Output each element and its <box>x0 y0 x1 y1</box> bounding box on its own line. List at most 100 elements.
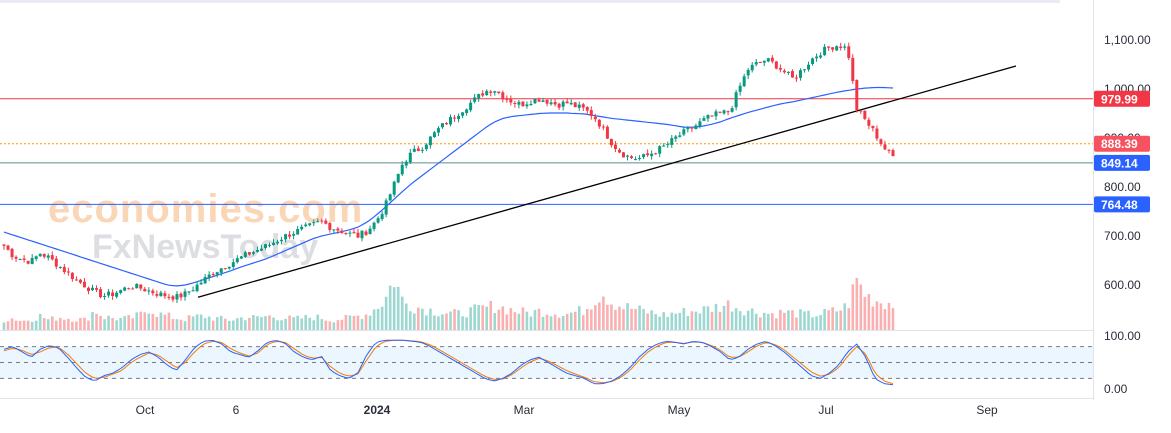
stoch-k-line <box>3 339 894 386</box>
volume-bar <box>256 316 259 330</box>
volume-bar <box>388 285 392 330</box>
candle-body <box>432 132 436 138</box>
volume-bar <box>396 286 400 330</box>
candle-body <box>227 266 231 269</box>
candle-body <box>694 125 698 130</box>
candle-body <box>533 98 537 104</box>
candle-body <box>215 272 219 275</box>
volume-bar <box>231 320 235 330</box>
volume-bar <box>887 302 891 330</box>
volume-bar <box>364 314 368 330</box>
volume-bar <box>541 316 545 330</box>
volume-bar <box>501 306 505 330</box>
volume-bar <box>135 312 139 330</box>
volume-bar <box>746 310 750 330</box>
candle-body <box>871 125 875 129</box>
candle-body <box>674 136 678 139</box>
volume-bar <box>87 320 90 330</box>
candle-body <box>26 260 30 264</box>
candle-body <box>82 281 86 288</box>
volume-bar <box>252 315 255 330</box>
candle-body <box>609 138 613 146</box>
volume-bar <box>95 313 98 330</box>
level-badge-label: 888.39 <box>1101 137 1138 151</box>
volume-bar <box>380 306 384 330</box>
watermark-line-2: FxNewsToday <box>92 228 318 266</box>
volume-bar <box>115 320 118 330</box>
candle-body <box>183 291 187 297</box>
candle-body <box>276 241 280 244</box>
volume-bar <box>348 315 352 330</box>
time-tick-label: Mar <box>514 403 535 417</box>
candle-body <box>99 289 103 298</box>
volume-bar <box>240 317 243 330</box>
candle-body <box>517 101 521 105</box>
volume-bar <box>847 308 851 330</box>
candle-body <box>151 290 155 294</box>
candle-body <box>86 287 90 292</box>
candle-body <box>843 46 847 48</box>
candle-body <box>6 245 10 250</box>
level-badge-label: 764.48 <box>1101 198 1138 212</box>
volume-bar <box>698 313 702 330</box>
trendline-segment[interactable] <box>197 65 1017 298</box>
volume-bar <box>248 317 251 330</box>
candle-body <box>336 228 340 231</box>
volume-bar <box>272 317 275 330</box>
candle-body <box>581 104 585 108</box>
volume-bar <box>602 296 605 330</box>
candle-body <box>557 103 561 108</box>
candle-body <box>750 64 754 71</box>
candle-body <box>601 126 605 128</box>
volume-bar <box>332 322 336 330</box>
volume-bar <box>54 320 58 330</box>
candle-body <box>529 104 533 106</box>
horizontal-levels[interactable] <box>0 98 1093 205</box>
candle-body <box>549 102 553 105</box>
candle-body <box>219 268 223 273</box>
volume-bar <box>674 313 678 330</box>
volume-bar <box>143 312 147 330</box>
candle-body <box>746 69 750 76</box>
volume-bar <box>268 315 271 330</box>
candle-body <box>223 268 227 270</box>
candle-body <box>203 277 207 284</box>
candle-body <box>139 284 143 289</box>
candle-body <box>111 292 115 297</box>
volume-bar <box>276 320 279 330</box>
candle-body <box>875 128 879 139</box>
volume-bar <box>461 316 464 330</box>
volume-bar <box>529 316 533 330</box>
time-axis[interactable]: Oct 6 2024 Mar May Jul Sep <box>136 403 998 417</box>
volume-bar <box>730 311 734 330</box>
volume-bar <box>622 309 625 330</box>
candle-body <box>400 164 404 175</box>
volume-bar <box>762 312 766 330</box>
candle-body <box>316 221 320 223</box>
candle-body <box>376 218 380 223</box>
volume-bar <box>686 315 690 330</box>
time-tick-label: Jul <box>818 403 833 417</box>
candle-body <box>626 155 630 157</box>
candle-body <box>722 110 726 114</box>
candle-body <box>368 228 372 235</box>
volume-bar <box>638 305 641 330</box>
volume-bar <box>513 312 517 330</box>
volume-bar <box>766 313 770 330</box>
volume-bar <box>654 314 657 330</box>
trendline[interactable] <box>197 65 1017 298</box>
candle-body <box>794 77 798 79</box>
volume-bar <box>344 314 348 330</box>
volume-bar <box>131 318 135 330</box>
candle-body <box>513 103 517 105</box>
level-badge-0 <box>1094 90 1150 107</box>
volume-bar <box>215 317 219 330</box>
level-badge-1 <box>1094 135 1150 152</box>
candle-body <box>449 116 453 125</box>
candle-body <box>867 119 871 126</box>
candle-body <box>553 102 557 105</box>
candle-body <box>465 109 469 114</box>
candle-body <box>95 288 99 290</box>
volume-bar <box>308 317 312 330</box>
candle-body <box>823 46 827 56</box>
